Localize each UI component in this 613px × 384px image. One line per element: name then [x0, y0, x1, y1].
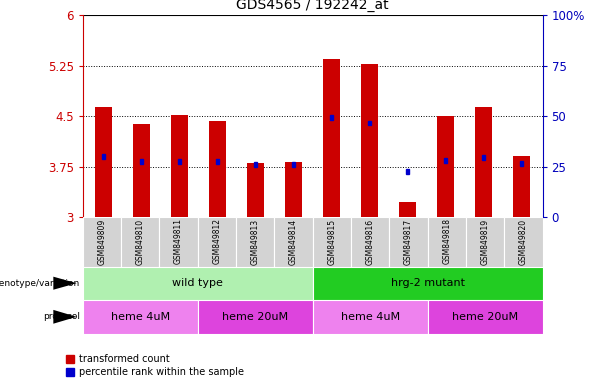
- Bar: [437, 116, 454, 217]
- Bar: [197, 300, 313, 334]
- Bar: [428, 300, 543, 334]
- Text: GSM849814: GSM849814: [289, 218, 298, 265]
- Bar: [482, 156, 485, 160]
- Bar: [330, 115, 333, 120]
- Text: hrg-2 mutant: hrg-2 mutant: [390, 278, 465, 288]
- Bar: [444, 158, 447, 163]
- Bar: [254, 162, 257, 167]
- Text: heme 4uM: heme 4uM: [111, 312, 170, 322]
- Bar: [95, 108, 112, 217]
- Legend: transformed count, percentile rank within the sample: transformed count, percentile rank withi…: [66, 354, 244, 377]
- Text: protocol: protocol: [43, 312, 80, 321]
- Bar: [292, 162, 295, 167]
- Text: GSM849809: GSM849809: [97, 218, 107, 265]
- Bar: [236, 217, 275, 267]
- Bar: [313, 217, 351, 267]
- Text: wild type: wild type: [172, 278, 223, 288]
- Text: GSM849813: GSM849813: [251, 218, 260, 265]
- Bar: [121, 217, 159, 267]
- Bar: [466, 217, 504, 267]
- Text: GSM849811: GSM849811: [174, 218, 183, 265]
- Text: heme 4uM: heme 4uM: [341, 312, 400, 322]
- Bar: [83, 267, 313, 300]
- Polygon shape: [53, 310, 77, 324]
- Text: GSM849818: GSM849818: [442, 218, 451, 265]
- Title: GDS4565 / 192242_at: GDS4565 / 192242_at: [237, 0, 389, 12]
- Bar: [133, 124, 150, 217]
- Bar: [323, 59, 340, 217]
- Bar: [351, 217, 389, 267]
- Bar: [216, 159, 219, 164]
- Polygon shape: [53, 276, 77, 290]
- Bar: [209, 121, 226, 217]
- Bar: [475, 108, 492, 217]
- Text: GSM849812: GSM849812: [212, 218, 221, 265]
- Text: GSM849817: GSM849817: [404, 218, 413, 265]
- Bar: [285, 162, 302, 217]
- Bar: [520, 161, 523, 166]
- Bar: [275, 217, 313, 267]
- Bar: [83, 217, 121, 267]
- Text: GSM849819: GSM849819: [481, 218, 490, 265]
- Text: GSM849815: GSM849815: [327, 218, 337, 265]
- Text: heme 20uM: heme 20uM: [222, 312, 288, 322]
- Bar: [513, 157, 530, 217]
- Bar: [102, 154, 105, 159]
- Bar: [406, 169, 409, 174]
- Bar: [313, 267, 543, 300]
- Bar: [140, 159, 143, 164]
- Text: GSM849810: GSM849810: [135, 218, 145, 265]
- Bar: [368, 121, 371, 125]
- Text: GSM849820: GSM849820: [519, 218, 528, 265]
- Bar: [247, 163, 264, 217]
- Bar: [399, 202, 416, 217]
- Bar: [178, 159, 181, 164]
- Bar: [159, 217, 197, 267]
- Text: genotype/variation: genotype/variation: [0, 279, 80, 288]
- Bar: [428, 217, 466, 267]
- Bar: [504, 217, 543, 267]
- Bar: [313, 300, 428, 334]
- Bar: [171, 116, 188, 217]
- Bar: [361, 64, 378, 217]
- Text: heme 20uM: heme 20uM: [452, 312, 518, 322]
- Bar: [83, 300, 197, 334]
- Text: GSM849816: GSM849816: [365, 218, 375, 265]
- Bar: [389, 217, 428, 267]
- Bar: [197, 217, 236, 267]
